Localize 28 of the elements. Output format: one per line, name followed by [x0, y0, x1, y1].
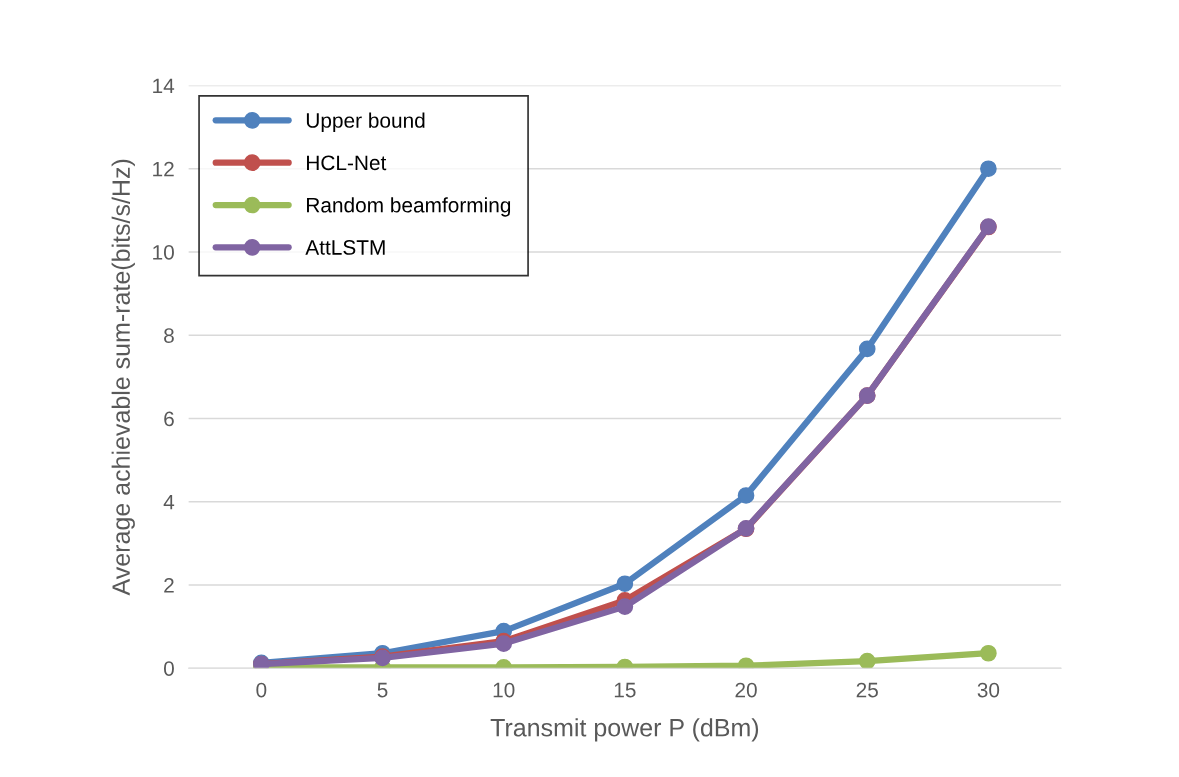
x-tick-label: 10: [493, 682, 515, 698]
point: [737, 487, 755, 504]
x-tick-label: 5: [377, 682, 388, 698]
y-tick-label: 0: [163, 661, 174, 676]
point: [616, 575, 634, 593]
y-axis-title: Average achievable sum-rate(bits/s/Hz): [111, 159, 135, 596]
legend-label: Random beamforming: [307, 197, 511, 217]
legend-label: Upper bound: [306, 112, 425, 132]
y-tick-label: 12: [153, 161, 174, 177]
y-tick-label: 10: [153, 244, 174, 260]
x-tick-label: 30: [977, 682, 1000, 698]
legend-label: HCL-Net: [307, 155, 387, 171]
y-tick-label: 6: [164, 411, 174, 427]
x-axis-title: Transmit power P (dBm): [490, 718, 759, 742]
x-tick-label: 15: [614, 682, 636, 698]
y-tick-label: 8: [164, 328, 174, 343]
y-tick-label: 14: [153, 78, 175, 94]
point: [858, 652, 876, 669]
x-tick-label: 0: [256, 682, 267, 698]
x-tick-label: 25: [856, 682, 878, 698]
x-tick-label: 20: [735, 682, 757, 698]
point: [980, 160, 997, 178]
y-tick-label: 2: [164, 577, 174, 593]
point: [858, 340, 876, 358]
legend-label: AttLSTM: [305, 240, 385, 255]
point: [616, 598, 634, 615]
point: [980, 644, 997, 662]
y-tick-label: 4: [163, 494, 175, 510]
